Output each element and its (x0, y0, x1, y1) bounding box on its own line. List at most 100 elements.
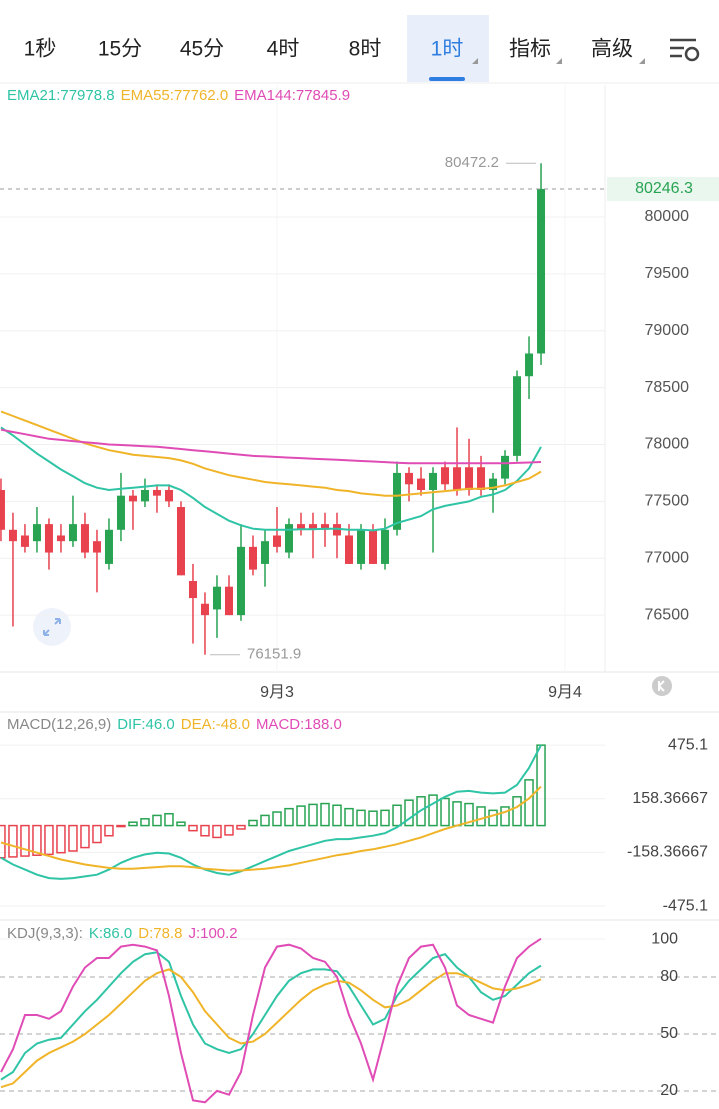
macd-bar (128, 821, 138, 827)
candle-body (44, 524, 53, 553)
tab[interactable]: 4时 (267, 38, 300, 61)
macd-bar (524, 779, 534, 827)
candle-body (140, 489, 149, 502)
macd-bar (164, 812, 174, 827)
expand-icon (43, 618, 61, 636)
macd-bar (116, 824, 126, 828)
legend-entry: DIF:46.0 (117, 716, 175, 733)
candle-body (212, 586, 221, 610)
macd-bar (104, 824, 114, 837)
macd-bar (32, 824, 42, 856)
macd-bar (20, 824, 30, 857)
candle-body (92, 541, 101, 553)
macd-bar (68, 824, 78, 852)
indicator-line (0, 428, 542, 465)
macd-bar (152, 814, 162, 827)
macd-bar (272, 811, 282, 827)
macd-bar (320, 802, 330, 827)
candle-body (525, 353, 534, 377)
macd-bar (296, 805, 306, 827)
macd-bar (212, 824, 222, 839)
legend-entry: EMA21:77978.8 (7, 87, 115, 104)
candle-body (513, 376, 522, 456)
legend-entry: MACD:188.0 (256, 716, 342, 733)
candle-body (272, 535, 281, 547)
last-price-box (607, 176, 719, 201)
y-tick-label: 76500 (645, 606, 690, 623)
macd-bar (344, 807, 354, 827)
candle-body (68, 524, 77, 542)
candle-body (429, 472, 438, 490)
logo-glyph (658, 680, 665, 692)
y-tick-label: 80 (660, 968, 678, 985)
y-tick-label: 50 (660, 1025, 678, 1042)
indicator-line (0, 937, 542, 1104)
tab[interactable]: 45分 (180, 38, 224, 61)
macd-bar (536, 744, 546, 827)
macd-bar (500, 806, 510, 827)
tab[interactable]: 15分 (98, 38, 142, 61)
y-tick-label: 79500 (645, 265, 690, 282)
max-label: 80472.2 (445, 154, 499, 171)
legend-entry: D:78.8 (138, 925, 182, 942)
candle-body (345, 535, 354, 564)
y-tick-label: 78500 (645, 379, 690, 396)
macd-bar (440, 797, 450, 827)
candle-body (116, 495, 125, 530)
indicator-line (0, 410, 542, 497)
candle-body (260, 541, 269, 564)
dropdown-arrows (472, 58, 645, 64)
y-tick-label: 80000 (645, 208, 690, 225)
macd-bar (368, 810, 378, 827)
candle-body (309, 524, 318, 530)
macd-bar (488, 809, 498, 827)
y-tick-label: -158.36667 (627, 844, 708, 861)
tab[interactable]: 指标 (509, 38, 551, 61)
macd-bar (248, 819, 258, 827)
y-tick-label: 475.1 (668, 736, 708, 753)
candle-body (200, 603, 209, 616)
tab[interactable]: 1秒 (24, 38, 57, 61)
tab[interactable]: 1时 (431, 38, 464, 61)
legend-entry: KDJ(9,3,3): (7, 925, 83, 942)
candle-body (369, 529, 378, 564)
macd-bar (416, 796, 426, 827)
indicator-line (0, 426, 542, 532)
candle-body (20, 535, 29, 547)
macd-bar (380, 809, 390, 827)
legend-entry: DEA:-48.0 (181, 716, 250, 733)
settings-icon[interactable] (670, 38, 700, 62)
candle-body (236, 546, 245, 616)
macd-bar (8, 824, 18, 858)
y-tick-label: -475.1 (663, 897, 708, 914)
active-tab-underline (429, 77, 465, 81)
y-tick-label: 158.36667 (632, 790, 708, 807)
macd-bar (392, 804, 402, 827)
logo-icon (652, 676, 672, 696)
x-tick-label: 9月3 (260, 684, 294, 701)
expand-button[interactable] (33, 608, 71, 646)
candle-body (501, 455, 510, 479)
legend-entry: EMA55:77762.0 (121, 87, 229, 104)
tab[interactable]: 高级 (591, 38, 633, 61)
candle-body (104, 529, 113, 564)
candle-body (164, 489, 173, 502)
candle-body (176, 507, 185, 576)
macd-bar (284, 807, 294, 827)
legend-entry: J:100.2 (188, 925, 237, 942)
candle-body (80, 524, 89, 553)
macd-bar (332, 804, 342, 827)
y-tick-label: 79000 (645, 322, 690, 339)
y-tick-label: 77000 (645, 549, 690, 566)
x-tick-label: 9月4 (548, 684, 582, 701)
candle-body (489, 478, 498, 490)
tab[interactable]: 8时 (349, 38, 382, 61)
macd-bar (452, 801, 462, 827)
candle-body (248, 546, 257, 570)
legend-entry: K:86.0 (89, 925, 132, 942)
macd-bar (236, 824, 246, 830)
legend-entry: MACD(12,26,9) (7, 716, 111, 733)
candle-body (357, 529, 366, 564)
